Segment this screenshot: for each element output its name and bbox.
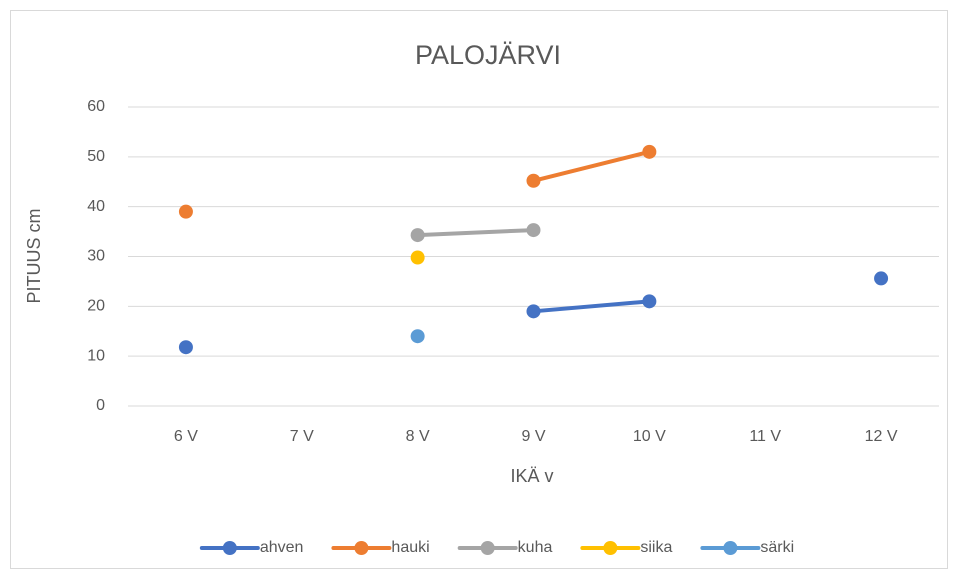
data-point bbox=[178, 340, 193, 355]
x-tick-label: 11 V bbox=[749, 428, 781, 445]
chart-title: PALOJÄRVI bbox=[415, 40, 561, 70]
data-point bbox=[410, 329, 425, 344]
legend-item: särki bbox=[700, 539, 794, 556]
x-tick-label: 9 V bbox=[521, 428, 545, 445]
data-point bbox=[642, 144, 657, 159]
y-axis-label: PITUUS cm bbox=[24, 208, 44, 303]
legend-label: kuha bbox=[518, 539, 553, 556]
legend-label: siika bbox=[640, 539, 672, 556]
x-tick-label: 6 V bbox=[174, 428, 198, 445]
legend-item: kuha bbox=[457, 539, 553, 556]
x-tick-label: 10 V bbox=[633, 428, 666, 445]
series-line bbox=[531, 149, 652, 183]
legend-marker bbox=[354, 541, 369, 555]
y-tick-label: 20 bbox=[87, 298, 105, 315]
data-point bbox=[642, 294, 657, 309]
x-tick-label: 8 V bbox=[406, 428, 430, 445]
data-point bbox=[526, 223, 541, 238]
legend-item: ahven bbox=[199, 539, 304, 556]
y-tick-label: 40 bbox=[87, 198, 105, 215]
data-point bbox=[526, 304, 541, 319]
data-point bbox=[874, 271, 889, 286]
legend-label: hauki bbox=[391, 539, 429, 556]
legend-label: särki bbox=[760, 539, 794, 556]
y-tick-label: 10 bbox=[87, 347, 105, 364]
data-point bbox=[178, 204, 193, 219]
x-axis-label: IKÄ v bbox=[510, 466, 553, 486]
legend-marker bbox=[723, 541, 738, 555]
y-tick-label: 30 bbox=[87, 248, 105, 265]
x-tick-label: 12 V bbox=[865, 428, 898, 445]
series-line bbox=[415, 228, 536, 238]
legend-item: siika bbox=[580, 539, 672, 556]
x-tick-label: 7 V bbox=[290, 428, 314, 445]
data-point bbox=[526, 173, 541, 188]
y-tick-label: 0 bbox=[96, 397, 105, 414]
legend-item: hauki bbox=[331, 539, 430, 556]
data-point bbox=[410, 250, 425, 265]
legend-label: ahven bbox=[260, 539, 304, 556]
legend-marker bbox=[222, 541, 237, 555]
y-tick-label: 60 bbox=[87, 98, 105, 115]
data-point bbox=[410, 228, 425, 243]
y-tick-label: 50 bbox=[87, 148, 105, 165]
legend-marker bbox=[480, 541, 495, 555]
legend-marker bbox=[603, 541, 618, 555]
chart-border bbox=[10, 10, 948, 569]
